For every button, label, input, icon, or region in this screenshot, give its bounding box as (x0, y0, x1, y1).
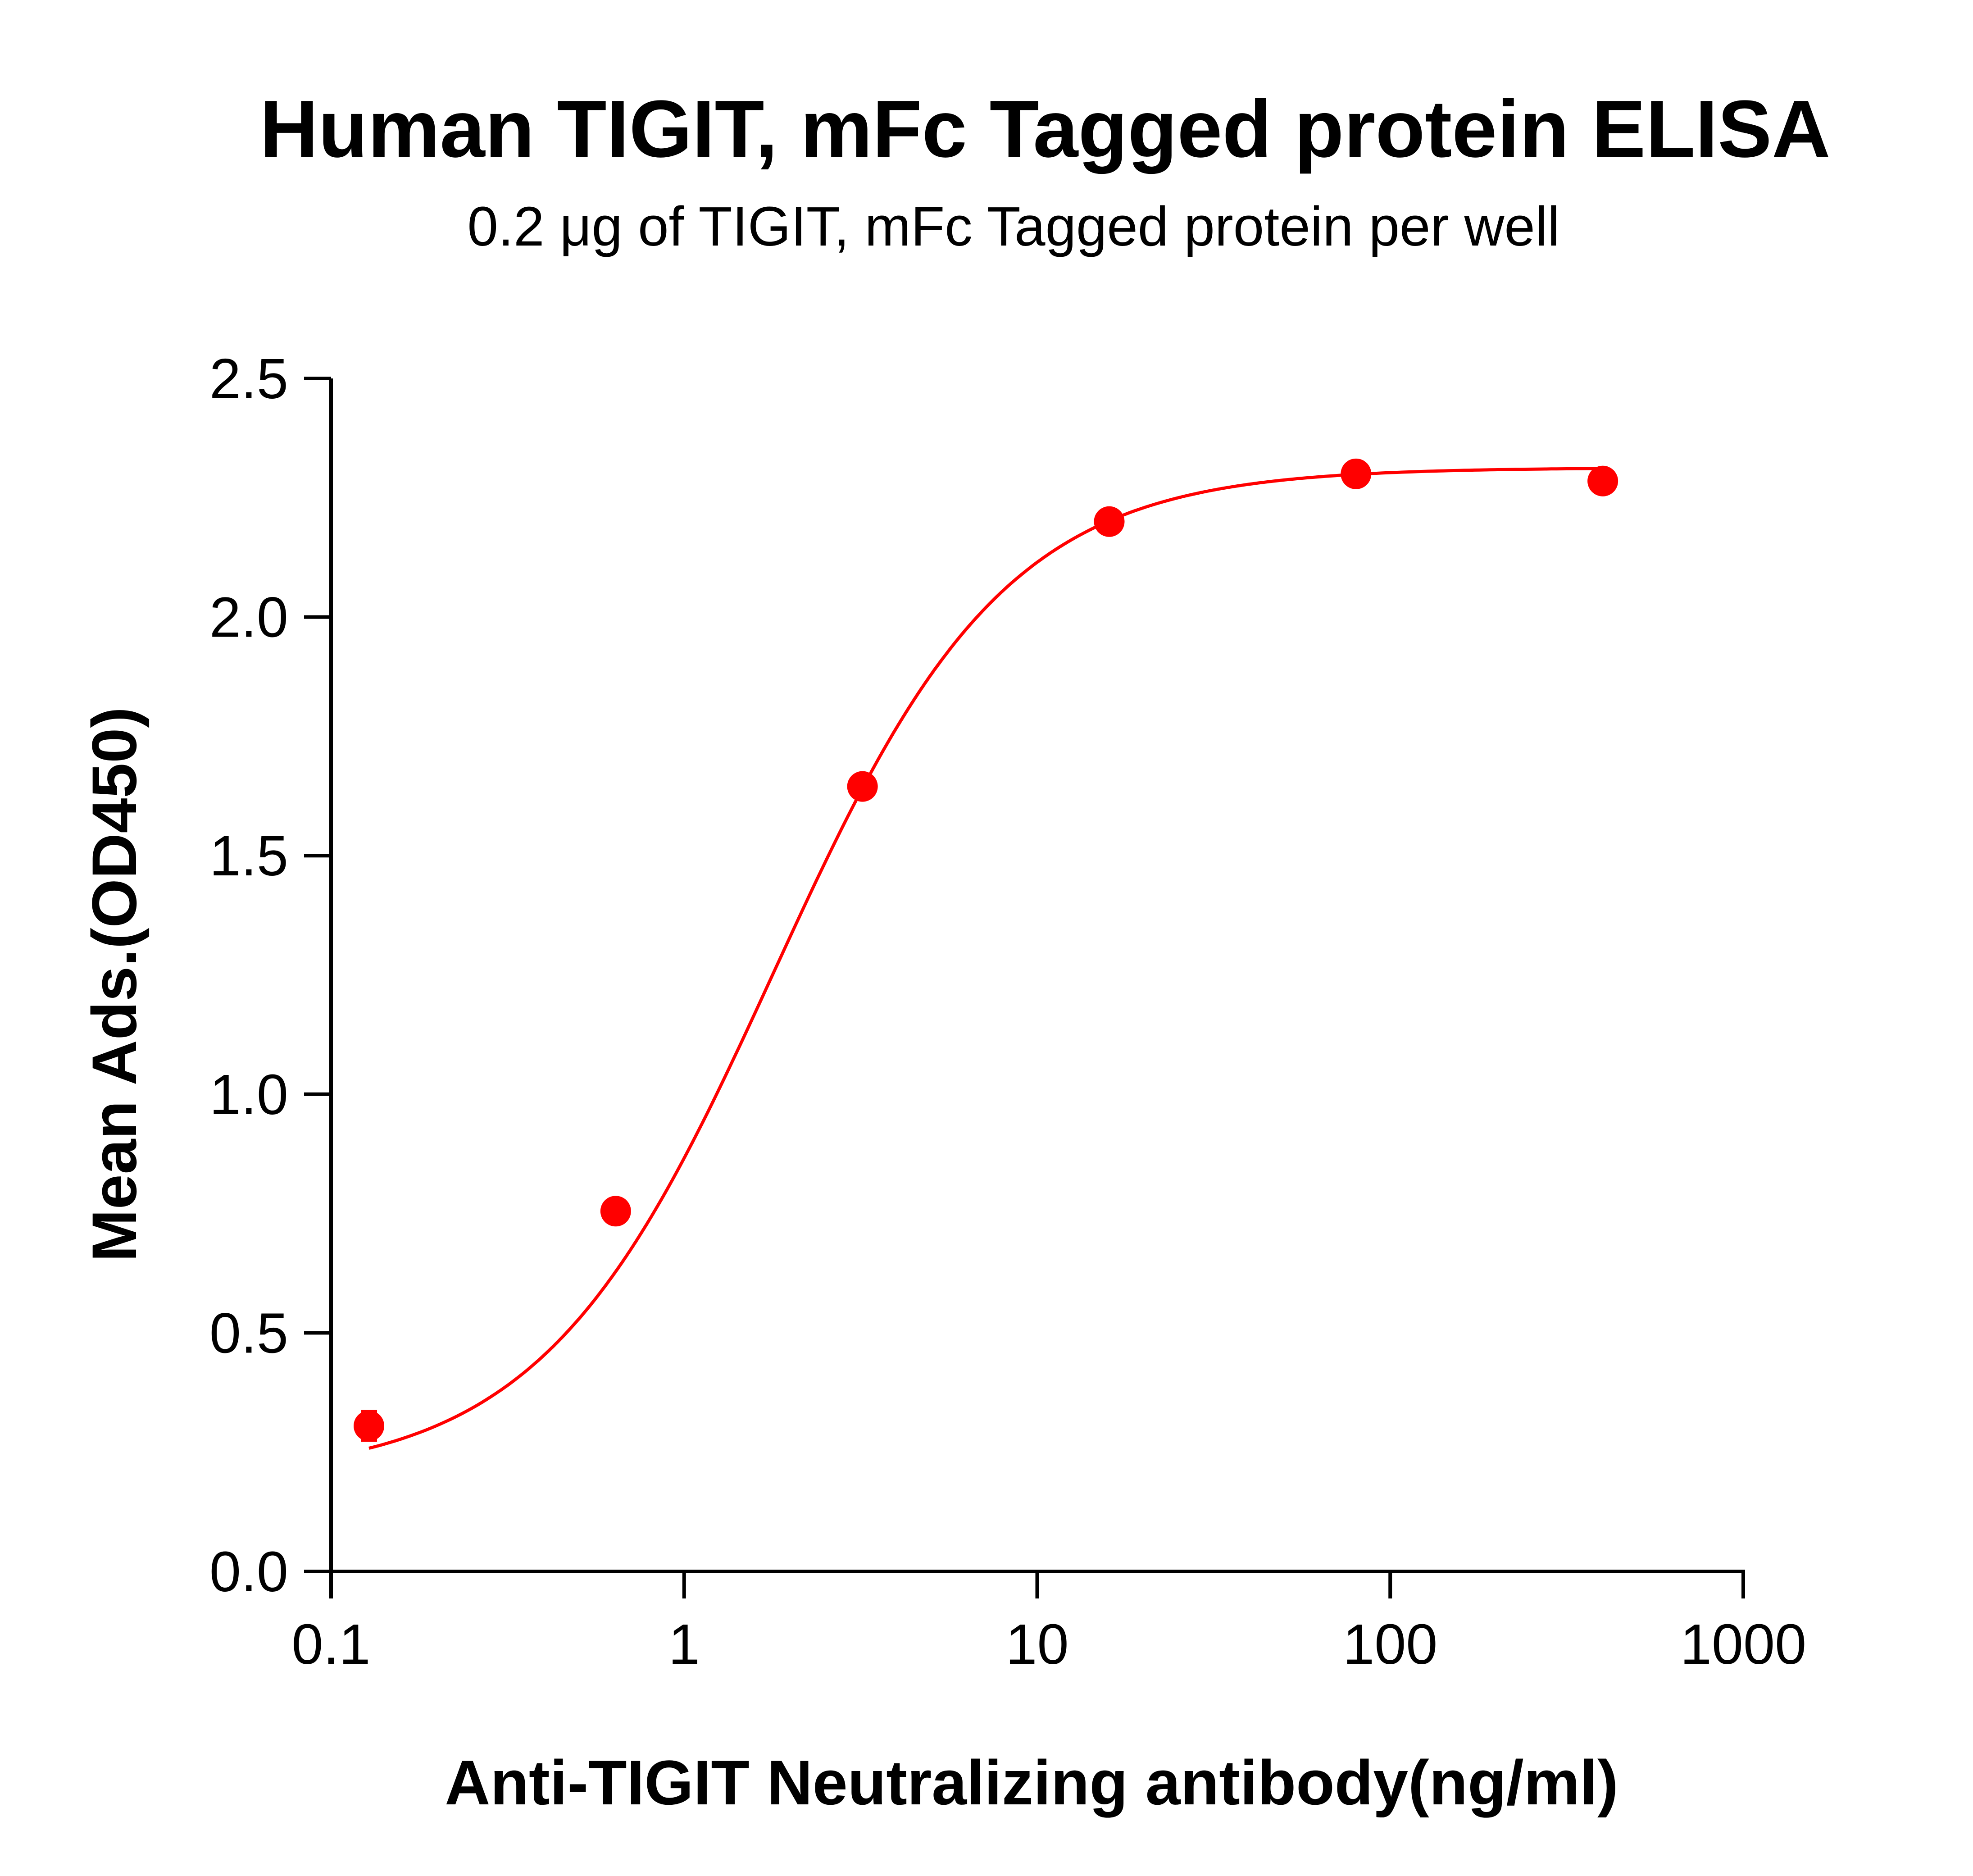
y-tick-label: 1.5 (209, 824, 288, 888)
y-tick-label: 0.0 (209, 1540, 288, 1603)
data-points-layer (354, 458, 1618, 1442)
chart-subtitle: 0.2 μg of TIGIT, mFc Tagged protein per … (468, 196, 1560, 258)
x-axis-label: Anti-TIGIT Neutralizing antibody(ng/ml) (445, 1747, 1618, 1818)
data-point (354, 1410, 385, 1441)
data-point (1341, 458, 1372, 489)
chart-title: Human TIGIT, mFc Tagged protein ELISA (260, 84, 1831, 174)
y-axis-ticks: 0.0 0.5 1.0 1.5 2.0 2.5 (209, 347, 331, 1603)
y-tick-label: 2.5 (209, 347, 288, 410)
x-tick-label: 100 (1343, 1612, 1437, 1676)
axes (329, 378, 1745, 1573)
fit-curve (368, 467, 1603, 1450)
fit-curve-layer (368, 467, 1603, 1450)
data-point (1587, 465, 1618, 496)
x-axis-ticks: 0.1 1 10 100 1000 (291, 1571, 1806, 1676)
y-axis-label: Mean Ads.(OD450) (79, 707, 150, 1262)
data-point (847, 771, 878, 802)
y-tick-label: 0.5 (209, 1301, 288, 1365)
y-tick-label: 1.0 (209, 1063, 288, 1126)
x-tick-label: 0.1 (291, 1612, 370, 1676)
data-point (1094, 506, 1125, 537)
x-tick-label: 10 (1005, 1612, 1068, 1676)
y-tick-label: 2.0 (209, 586, 288, 649)
x-tick-label: 1000 (1680, 1612, 1806, 1676)
data-point (600, 1196, 631, 1227)
x-tick-label: 1 (668, 1612, 700, 1676)
